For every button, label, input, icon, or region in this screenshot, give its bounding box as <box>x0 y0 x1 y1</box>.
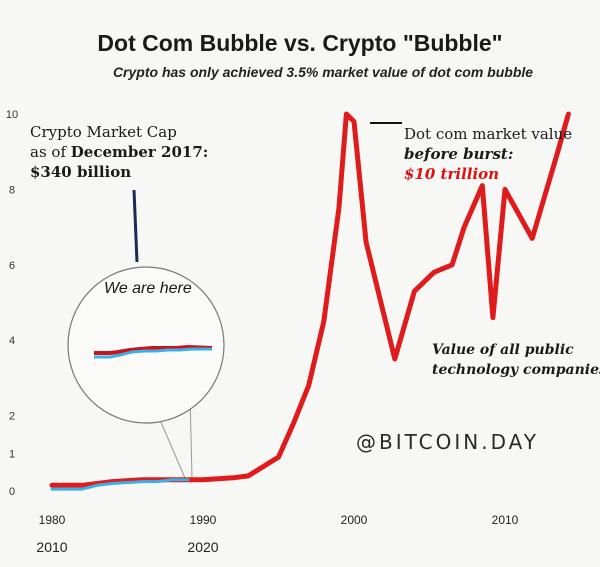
public-tech-annotation: Value of all public technology companies <box>432 340 600 380</box>
zoom-blue-line <box>94 347 212 359</box>
crypto-cap-line1: Crypto Market Cap <box>30 123 177 141</box>
chart-title: Dot Com Bubble vs. Crypto "Bubble" <box>97 30 503 56</box>
x-tick-label-bottom-2010: 2010 <box>36 539 67 555</box>
zoom-connector-left <box>156 412 186 479</box>
y-tick-label-6: 6 <box>9 260 15 272</box>
x-tick-label-1990: 1990 <box>190 513 217 527</box>
dotcom-line2: before burst: <box>404 145 514 163</box>
y-tick-label-1: 1 <box>9 448 15 460</box>
public-tech-line1: Value of all public <box>432 342 574 358</box>
y-tick-label-0: 0 <box>9 486 15 498</box>
x-tick-label-2010: 2010 <box>492 513 519 527</box>
dotcom-line3: $10 trillion <box>404 165 500 183</box>
x-tick-label-2000: 2000 <box>341 513 368 527</box>
watermark-text: @BITCOIN.DAY <box>356 430 539 454</box>
we-are-here-label: We are here <box>104 280 192 297</box>
zoom-red-line <box>94 344 213 355</box>
y-tick-label-8: 8 <box>9 184 15 196</box>
crypto-cap-line3: $340 billion <box>30 163 132 181</box>
crypto-cap-annotation: Crypto Market Cap as of December 2017: $… <box>30 122 208 182</box>
y-tick-label-4: 4 <box>9 335 15 347</box>
y-tick-label-10: 10 <box>6 109 18 121</box>
dotcom-line1: Dot com market value <box>404 125 573 143</box>
crypto-cap-line2: as of December 2017: <box>30 143 209 161</box>
series-line-crypto <box>50 478 190 491</box>
zoom-circle <box>67 266 225 424</box>
public-tech-line2: technology companies <box>432 362 600 378</box>
dotcom-annotation: Dot com market value before burst: $10 t… <box>404 124 572 184</box>
y-tick-label-2: 2 <box>9 411 15 423</box>
chart-subtitle: Crypto has only achieved 3.5% market val… <box>112 64 534 80</box>
x-tick-label-1980: 1980 <box>39 513 66 527</box>
crypto-pointer-line <box>132 189 139 263</box>
x-tick-label-bottom-2020: 2020 <box>187 539 218 555</box>
